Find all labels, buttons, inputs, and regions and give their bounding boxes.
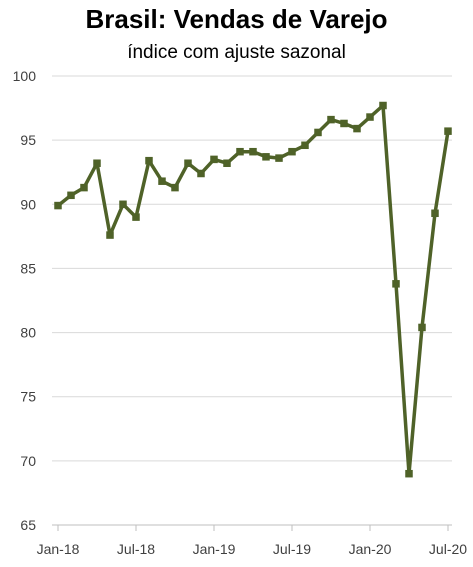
data-point (353, 124, 361, 133)
data-point (379, 101, 387, 110)
data-point (301, 141, 309, 150)
data-point (223, 159, 231, 167)
y-tick-label: 90 (20, 196, 36, 212)
chart-title: Brasil: Vendas de Varejo (85, 4, 388, 34)
x-tick-label: Jul-20 (429, 541, 467, 557)
y-tick-label: 75 (20, 389, 36, 405)
data-point (392, 280, 400, 288)
data-point (275, 154, 283, 162)
data-point (366, 113, 374, 121)
data-point (314, 128, 322, 137)
data-point (444, 127, 452, 135)
chart-subtitle: índice com ajuste sazonal (127, 42, 346, 63)
data-point (418, 323, 426, 332)
data-point (93, 159, 101, 167)
data-point (249, 147, 257, 156)
y-tick-label: 85 (20, 260, 36, 276)
data-point (184, 159, 192, 167)
y-tick-label: 70 (20, 453, 36, 469)
y-tick-label: 65 (20, 517, 36, 533)
y-tick-label: 100 (13, 68, 37, 84)
data-point (158, 177, 166, 185)
data-point (288, 147, 296, 156)
data-point (145, 156, 153, 165)
data-point (405, 469, 413, 478)
x-tick-label: Jul-19 (273, 541, 311, 557)
data-point (327, 115, 335, 124)
data-point (210, 155, 218, 164)
data-point (119, 200, 127, 209)
data-point (171, 183, 179, 192)
x-tick-label: Jan-20 (349, 541, 392, 557)
series-line (56, 103, 450, 476)
data-point (54, 201, 62, 210)
x-tick-label: Jan-18 (37, 541, 80, 557)
data-point (431, 209, 439, 218)
data-point (197, 169, 205, 178)
data-point (236, 147, 244, 156)
data-point (340, 119, 348, 128)
data-point (106, 231, 114, 239)
data-point (80, 183, 88, 192)
x-tick-label: Jul-18 (117, 541, 155, 557)
y-tick-label: 80 (20, 325, 36, 341)
data-point (132, 213, 140, 221)
data-point (67, 191, 75, 200)
y-tick-label: 95 (20, 132, 36, 148)
x-tick-label: Jan-19 (193, 541, 236, 557)
data-point (262, 153, 270, 161)
